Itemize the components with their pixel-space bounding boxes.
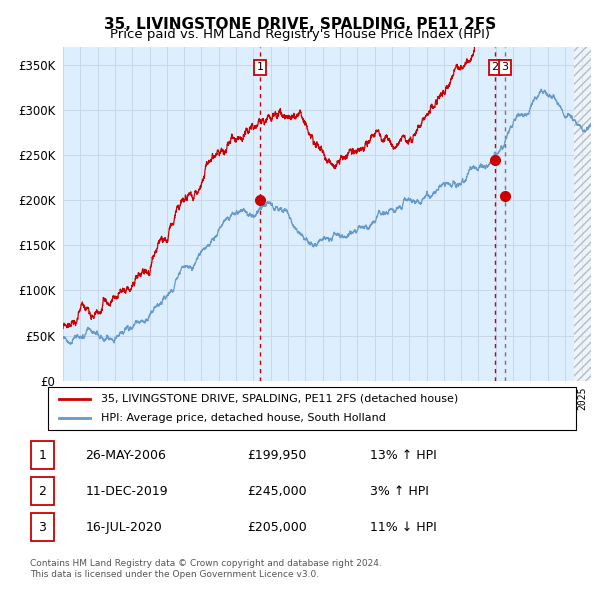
Text: 13% ↑ HPI: 13% ↑ HPI (370, 448, 437, 461)
Text: £205,000: £205,000 (247, 521, 307, 534)
Text: 1: 1 (38, 448, 46, 461)
Bar (31, 513, 54, 542)
Text: 3: 3 (502, 62, 509, 72)
Text: 35, LIVINGSTONE DRIVE, SPALDING, PE11 2FS: 35, LIVINGSTONE DRIVE, SPALDING, PE11 2F… (104, 17, 496, 31)
Bar (574, 47, 591, 381)
Text: 11% ↓ HPI: 11% ↓ HPI (370, 521, 437, 534)
Bar (31, 441, 54, 470)
Text: 16-JUL-2020: 16-JUL-2020 (85, 521, 162, 534)
Text: Contains HM Land Registry data © Crown copyright and database right 2024.: Contains HM Land Registry data © Crown c… (30, 559, 382, 568)
Bar (31, 477, 54, 506)
Text: 11-DEC-2019: 11-DEC-2019 (85, 484, 168, 498)
Text: HPI: Average price, detached house, South Holland: HPI: Average price, detached house, Sout… (101, 413, 386, 423)
Text: £245,000: £245,000 (247, 484, 307, 498)
Text: 2: 2 (491, 62, 499, 72)
Text: 3% ↑ HPI: 3% ↑ HPI (370, 484, 429, 498)
Text: 1: 1 (257, 62, 264, 72)
Text: This data is licensed under the Open Government Licence v3.0.: This data is licensed under the Open Gov… (30, 570, 319, 579)
Bar (574, 47, 591, 381)
Text: Price paid vs. HM Land Registry's House Price Index (HPI): Price paid vs. HM Land Registry's House … (110, 28, 490, 41)
Text: 26-MAY-2006: 26-MAY-2006 (85, 448, 166, 461)
Text: 3: 3 (38, 521, 46, 534)
Text: 2: 2 (38, 484, 46, 498)
Text: £199,950: £199,950 (247, 448, 307, 461)
Text: 35, LIVINGSTONE DRIVE, SPALDING, PE11 2FS (detached house): 35, LIVINGSTONE DRIVE, SPALDING, PE11 2F… (101, 394, 458, 404)
